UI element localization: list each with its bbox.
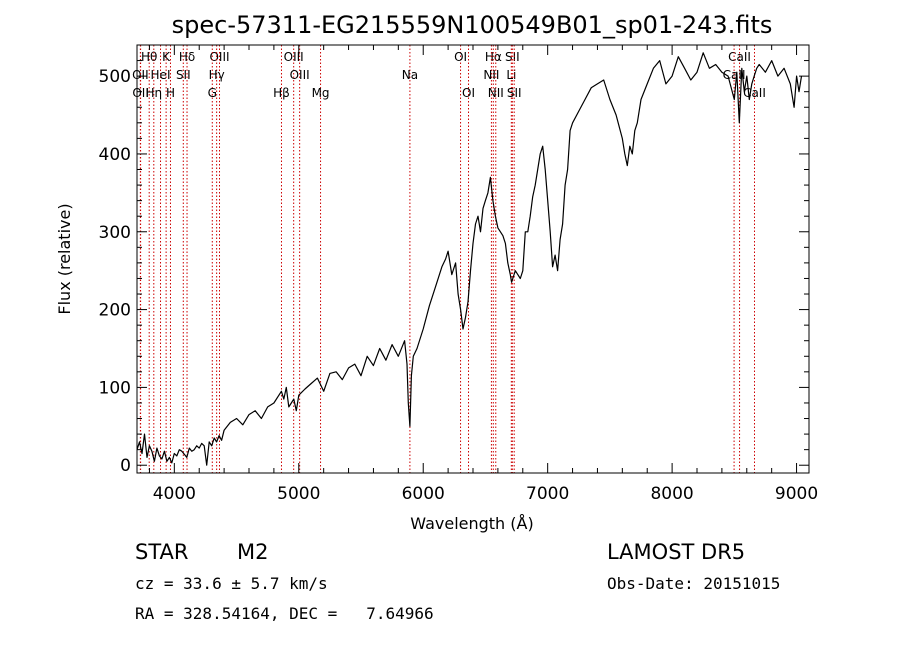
object-type: STAR: [135, 540, 189, 564]
spectral-line-label-26: SII: [507, 86, 522, 100]
spectral-line-label-5: OI: [454, 50, 467, 64]
y-tick-label-200: 200: [99, 301, 131, 321]
spectral-line-label-21: G: [208, 86, 217, 100]
y-tick-label-300: 300: [99, 223, 131, 243]
spectral-line-label-15: NII: [483, 68, 499, 82]
survey-name: LAMOST DR5: [607, 540, 746, 564]
spectral-line-label-13: OIII: [290, 68, 310, 82]
x-tick-label-7000: 7000: [526, 484, 569, 504]
x-axis: 4000 5000 6000 7000 8000 9000: [148, 45, 818, 504]
spectral-line-label-9: OII: [132, 68, 149, 82]
y-tick-label-100: 100: [99, 378, 131, 398]
spectral-line-label-8: CaII: [728, 50, 751, 64]
spectral-line-label-19: Hη: [145, 86, 162, 100]
y-axis-label: Flux (relative): [55, 203, 74, 314]
spectral-line-label-11: SII: [176, 68, 191, 82]
spectral-line-label-6: Hα: [485, 50, 502, 64]
chart-title: spec-57311-EG215559N100549B01_sp01-243.f…: [172, 11, 773, 39]
x-tick-label-9000: 9000: [775, 484, 818, 504]
spectral-line-label-7: SII: [505, 50, 520, 64]
y-tick-label-500: 500: [99, 67, 131, 87]
spectral-line-label-18: OII: [132, 86, 149, 100]
spectral-line-label-23: Mg: [312, 86, 330, 100]
spectral-line-label-24: OI: [462, 86, 475, 100]
spectral-line-label-2: Hδ: [179, 50, 195, 64]
radial-velocity: cz = 33.6 ± 5.7 km/s: [135, 574, 328, 593]
spectral-line-label-22: Hβ: [273, 86, 290, 100]
subclass: M2: [237, 540, 269, 564]
y-tick-label-400: 400: [99, 145, 131, 165]
y-tick-label-0: 0: [120, 456, 131, 476]
x-tick-label-4000: 4000: [153, 484, 196, 504]
spectral-line-label-10: HeI: [151, 68, 171, 82]
y-axis: 0 100 200 300 400 500: [99, 60, 809, 476]
plot-frame: [136, 44, 810, 474]
spectrum-line: [136, 52, 803, 466]
spectral-line-label-20: H: [166, 86, 175, 100]
x-axis-label: Wavelength (Å): [410, 514, 533, 533]
observation-date: Obs-Date: 20151015: [607, 574, 781, 593]
x-tick-label-8000: 8000: [650, 484, 693, 504]
x-tick-label-5000: 5000: [277, 484, 320, 504]
spectrum-series: [136, 52, 803, 466]
spectral-line-label-3: OIII: [209, 50, 229, 64]
spectral-line-label-16: Li: [506, 68, 516, 82]
spectral-line-label-27: CaII: [743, 86, 766, 100]
spectral-line-label-12: Hγ: [209, 68, 225, 82]
spectral-line-label-14: Na: [402, 68, 418, 82]
spectral-line-label-25: NII: [488, 86, 504, 100]
spectral-line-label-0: Hθ: [141, 50, 157, 64]
x-tick-label-6000: 6000: [402, 484, 445, 504]
spectral-line-label-1: K: [162, 50, 171, 64]
spectral-line-label-4: OIII: [284, 50, 304, 64]
coordinates: RA = 328.54164, DEC = 7.64966: [135, 604, 434, 623]
